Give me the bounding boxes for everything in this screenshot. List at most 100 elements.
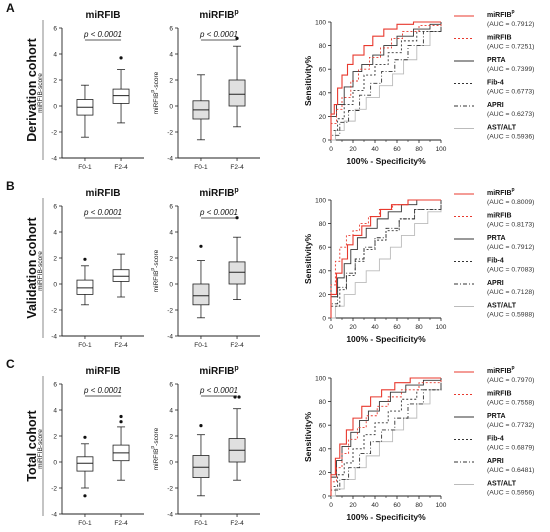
outlier-point (235, 36, 239, 41)
box-f2-4: F2-4 (228, 216, 246, 349)
roc-chart: 0 20 40 60 80 100 0 20 40 60 80 100 100% - Specifici… (303, 198, 447, 345)
y-tick-label: 0 (169, 104, 173, 111)
roc-chart: 0 20 40 60 80 100 0 20 40 60 80 100 100% - Specifici… (303, 20, 447, 167)
box-iqr (228, 79, 246, 107)
roc-x-axis-label: 100% - Specificity% (346, 512, 426, 522)
y-tick-label: 6 (53, 26, 57, 33)
boxplot-mirfib: miRFIB -4 -2 0 2 4 6 miRFIB-score F0-1 F2-4 p < 0.… (37, 10, 144, 171)
roc-x-tick-label: 80 (415, 324, 423, 331)
roc-x-tick-label: 100 (436, 324, 447, 331)
box-f2-4: F2-4 (112, 414, 130, 527)
y-axis-label-base: miRFIB-score (37, 429, 44, 469)
x-tick-label: F2-4 (230, 342, 244, 349)
y-tick-label: -2 (51, 486, 57, 493)
roc-x-tick-label: 20 (349, 146, 357, 153)
roc-chart: 0 20 40 60 80 100 0 20 40 60 80 100 100% - Specifici… (303, 376, 447, 523)
y-tick-label: 4 (53, 52, 57, 59)
roc-x-tick-label: 0 (329, 324, 333, 331)
y-tick-label: 4 (53, 408, 57, 415)
roc-curve-prta (330, 378, 442, 496)
roc-curve-mirfib-p (330, 199, 441, 318)
roc-curve-ast-alt (331, 22, 442, 141)
box-iqr (228, 261, 246, 285)
roc-y-tick-label: 80 (319, 43, 327, 50)
box-f0-1: F0-1 (192, 244, 210, 349)
legend-name-base: APRI (487, 102, 504, 109)
legend-name-sup: p (512, 187, 515, 193)
y-tick-label: -4 (51, 156, 57, 163)
legend-auc: (AUC = 0.5988) (487, 312, 534, 319)
roc-y-tick-label: 60 (319, 245, 327, 252)
boxplot-title: miRFIB (86, 188, 121, 199)
legend-auc: (AUC = 0.8173) (487, 222, 534, 229)
y-tick-label: 6 (169, 26, 173, 33)
roc-curve-mirfib-p (330, 377, 441, 496)
legend-name: APRI (487, 458, 504, 465)
legend-auc: (AUC = 0.5956) (487, 490, 534, 497)
roc-x-tick-label: 80 (415, 502, 423, 509)
legend-auc: (AUC = 0.7732) (487, 422, 534, 429)
roc-curve-mirfib (330, 378, 442, 496)
y-tick-label: -4 (51, 512, 57, 519)
legend-name-base: PRTA (487, 413, 506, 420)
outlier-point (83, 494, 87, 498)
legend-name-sup: p (512, 9, 515, 15)
x-tick-label: F2-4 (114, 164, 128, 171)
legend-name: Fib-4 (487, 80, 504, 87)
boxplot-title-sup: p (234, 365, 238, 372)
outlier-point (199, 424, 203, 428)
roc-x-tick-label: 80 (415, 146, 423, 153)
roc-curve-mirfib (330, 199, 441, 318)
legend-name-base: APRI (487, 280, 504, 287)
roc-curve-prta (330, 199, 441, 318)
y-tick-label: 4 (169, 52, 173, 59)
roc-curve-mirfib-p (330, 21, 441, 140)
roc-x-tick-label: 20 (349, 502, 357, 509)
x-tick-label: F0-1 (78, 520, 92, 527)
y-tick-label: -2 (51, 130, 57, 137)
y-tick-label: 6 (169, 382, 173, 389)
roc-y-tick-label: 40 (319, 268, 327, 275)
roc-y-tick-label: 80 (319, 399, 327, 406)
boxplot-title: miRFIBp (199, 365, 238, 377)
roc-x-tick-label: 100 (436, 502, 447, 509)
box-iqr (112, 88, 130, 104)
legend-name-base: miRFIB (487, 35, 512, 42)
boxplot-title-base: miRFIB (199, 366, 234, 377)
y-axis-label-sup: p (150, 90, 156, 93)
roc-y-tick-label: 100 (315, 376, 326, 383)
legend-name: miRFIBp (487, 365, 515, 375)
box-f0-1: F0-1 (76, 84, 94, 171)
outlier-point (83, 257, 87, 261)
box-f0-1: F0-1 (76, 257, 94, 349)
y-axis-label: miRFIB-score (37, 73, 44, 113)
y-tick-label: -2 (167, 130, 173, 137)
roc-x-tick-label: 20 (349, 324, 357, 331)
panel-letter: C (6, 357, 15, 371)
roc-y-tick-label: 40 (319, 90, 327, 97)
y-axis-label-sup: p (150, 268, 156, 271)
roc-curve-ast-alt (331, 200, 442, 319)
box-f2-4: F2-4 (112, 56, 130, 171)
y-tick-label: 0 (53, 460, 57, 467)
legend-name: AST/ALT (487, 303, 517, 310)
roc-x-axis-label: 100% - Specificity% (346, 156, 426, 166)
legend-auc: (AUC = 0.7912) (487, 21, 534, 28)
y-tick-label: 2 (169, 78, 173, 85)
box-f0-1: F0-1 (192, 424, 210, 527)
x-tick-label: F0-1 (78, 164, 92, 171)
legend-auc: (AUC = 0.6773) (487, 89, 534, 96)
y-tick-label: 0 (53, 282, 57, 289)
y-axis-label: miRFIBp-score (150, 71, 160, 114)
boxplot-title-sup: p (234, 9, 238, 16)
legend-name-base: Fib-4 (487, 80, 504, 87)
y-axis-label-base: miRFIB (153, 271, 160, 293)
legend-name: AST/ALT (487, 125, 517, 132)
legend-name: miRFIBp (487, 187, 515, 197)
x-tick-label: F0-1 (78, 342, 92, 349)
boxplot-mirfib: miRFIB -4 -2 0 2 4 6 miRFIB-score F0-1 F2-4 p < 0.… (37, 188, 144, 349)
legend-auc: (AUC = 0.7912) (487, 244, 534, 251)
